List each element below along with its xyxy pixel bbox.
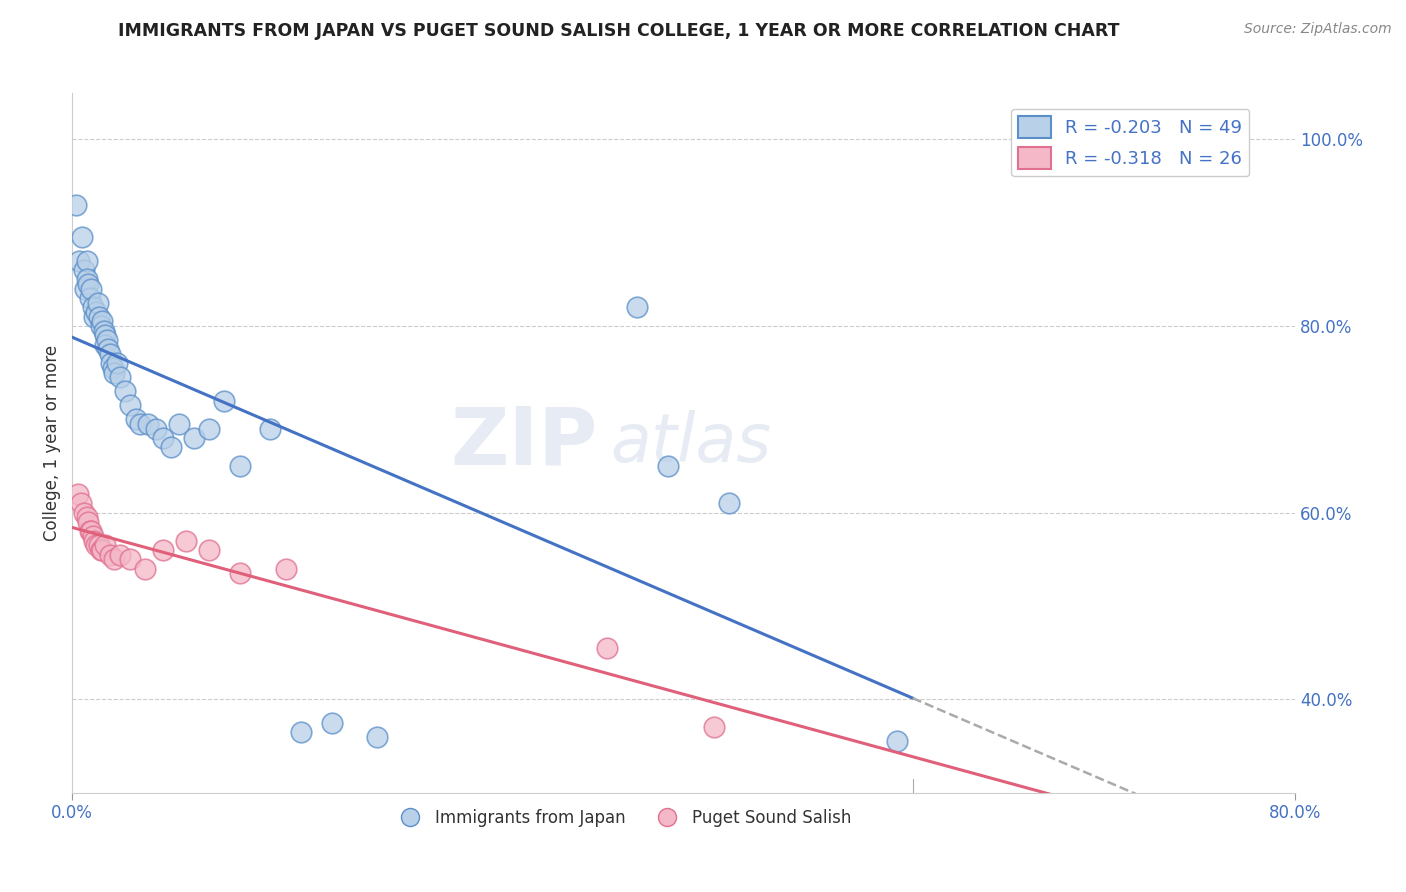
Point bbox=[82, 529, 104, 543]
Y-axis label: College, 1 year or more: College, 1 year or more bbox=[44, 344, 60, 541]
Point bbox=[214, 393, 236, 408]
Point bbox=[321, 715, 343, 730]
Point bbox=[80, 282, 103, 296]
Point bbox=[98, 347, 121, 361]
Point bbox=[229, 458, 252, 473]
Point bbox=[703, 720, 725, 734]
Point bbox=[110, 370, 132, 384]
Point bbox=[75, 282, 97, 296]
Point bbox=[91, 543, 114, 558]
Point bbox=[145, 422, 167, 436]
Point bbox=[96, 333, 118, 347]
Point bbox=[97, 343, 120, 357]
Point bbox=[76, 253, 98, 268]
Point bbox=[66, 487, 89, 501]
Point bbox=[91, 314, 114, 328]
Legend: Immigrants from Japan, Puget Sound Salish: Immigrants from Japan, Puget Sound Salis… bbox=[387, 802, 858, 833]
Text: ZIP: ZIP bbox=[450, 403, 598, 482]
Point bbox=[65, 197, 87, 211]
Point bbox=[136, 417, 159, 431]
Text: Source: ZipAtlas.com: Source: ZipAtlas.com bbox=[1244, 22, 1392, 37]
Point bbox=[118, 398, 141, 412]
Point bbox=[657, 458, 679, 473]
Point bbox=[69, 496, 91, 510]
Point bbox=[229, 566, 252, 581]
Point bbox=[290, 725, 312, 739]
Point bbox=[198, 543, 221, 558]
Point bbox=[125, 412, 148, 426]
Point bbox=[198, 422, 221, 436]
Point bbox=[73, 263, 96, 277]
Point bbox=[183, 431, 205, 445]
Point bbox=[134, 561, 156, 575]
Point bbox=[83, 310, 105, 324]
Point bbox=[114, 384, 136, 399]
Point bbox=[129, 417, 152, 431]
Point bbox=[84, 305, 107, 319]
Point bbox=[84, 538, 107, 552]
Point bbox=[79, 291, 101, 305]
Point bbox=[101, 361, 124, 376]
Point bbox=[596, 640, 619, 655]
Point bbox=[94, 337, 117, 351]
Point bbox=[90, 318, 112, 333]
Point bbox=[152, 543, 174, 558]
Point bbox=[79, 524, 101, 539]
Point bbox=[93, 324, 115, 338]
Point bbox=[87, 310, 110, 324]
Point bbox=[76, 272, 98, 286]
Point bbox=[160, 440, 183, 454]
Point bbox=[77, 515, 100, 529]
Point bbox=[98, 548, 121, 562]
Point bbox=[83, 533, 105, 548]
Point bbox=[259, 422, 281, 436]
Point bbox=[152, 431, 174, 445]
Point bbox=[718, 496, 741, 510]
Point bbox=[626, 300, 648, 314]
Text: IMMIGRANTS FROM JAPAN VS PUGET SOUND SALISH COLLEGE, 1 YEAR OR MORE CORRELATION : IMMIGRANTS FROM JAPAN VS PUGET SOUND SAL… bbox=[118, 22, 1119, 40]
Point bbox=[87, 538, 110, 552]
Point bbox=[103, 366, 125, 380]
Point bbox=[886, 734, 908, 748]
Point bbox=[366, 730, 388, 744]
Point bbox=[86, 295, 108, 310]
Point bbox=[274, 561, 297, 575]
Point bbox=[174, 533, 197, 548]
Point bbox=[76, 510, 98, 524]
Point bbox=[77, 277, 100, 291]
Point bbox=[100, 356, 122, 370]
Point bbox=[70, 230, 93, 244]
Point bbox=[167, 417, 190, 431]
Point bbox=[107, 356, 129, 370]
Point bbox=[103, 552, 125, 566]
Point bbox=[90, 543, 112, 558]
Point bbox=[82, 300, 104, 314]
Point bbox=[67, 253, 90, 268]
Point bbox=[73, 506, 96, 520]
Point bbox=[118, 552, 141, 566]
Point bbox=[110, 548, 132, 562]
Text: atlas: atlas bbox=[610, 409, 770, 475]
Point bbox=[94, 538, 117, 552]
Point bbox=[80, 524, 103, 539]
Point bbox=[94, 328, 117, 343]
